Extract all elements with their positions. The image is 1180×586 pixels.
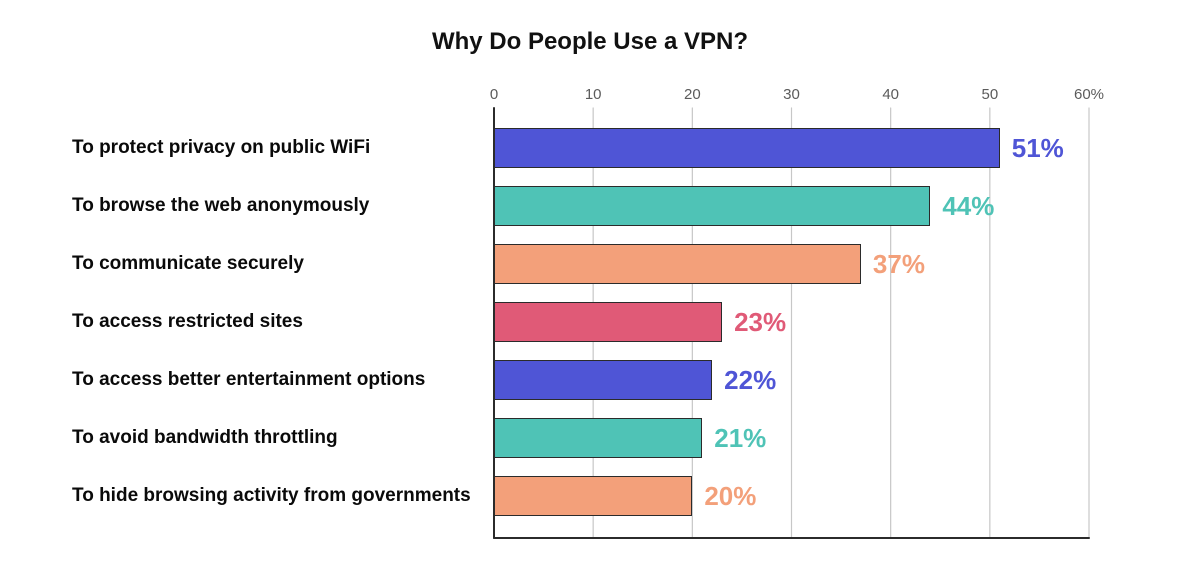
- category-label: To access restricted sites: [72, 311, 480, 333]
- x-tick-label: 30: [772, 86, 812, 103]
- value-label: 23%: [734, 307, 786, 338]
- bar: [494, 418, 702, 458]
- value-label: 44%: [942, 191, 994, 222]
- x-tick-label: 20: [672, 86, 712, 103]
- category-label: To access better entertainment options: [72, 369, 480, 391]
- bar: [494, 244, 861, 284]
- category-label: To protect privacy on public WiFi: [72, 137, 480, 159]
- x-tick-label: 50: [970, 86, 1010, 103]
- bar: [494, 186, 930, 226]
- value-label: 20%: [704, 481, 756, 512]
- bar: [494, 128, 1000, 168]
- bar: [494, 360, 712, 400]
- value-label: 21%: [714, 423, 766, 454]
- x-tick-label: 40: [871, 86, 911, 103]
- bar: [494, 476, 692, 516]
- x-tick-label: 60%: [1069, 86, 1109, 103]
- value-label: 22%: [724, 365, 776, 396]
- chart-container: { "chart": { "type": "horizontal-bar", "…: [0, 0, 1180, 586]
- bar: [494, 302, 722, 342]
- x-tick-label: 10: [573, 86, 613, 103]
- category-label: To hide browsing activity from governmen…: [72, 485, 480, 507]
- value-label: 37%: [873, 249, 925, 280]
- category-label: To browse the web anonymously: [72, 195, 480, 217]
- x-tick-label: 0: [474, 86, 514, 103]
- category-label: To avoid bandwidth throttling: [72, 427, 480, 449]
- value-label: 51%: [1012, 133, 1064, 164]
- category-label: To communicate securely: [72, 253, 480, 275]
- chart-title: Why Do People Use a VPN?: [0, 28, 1180, 56]
